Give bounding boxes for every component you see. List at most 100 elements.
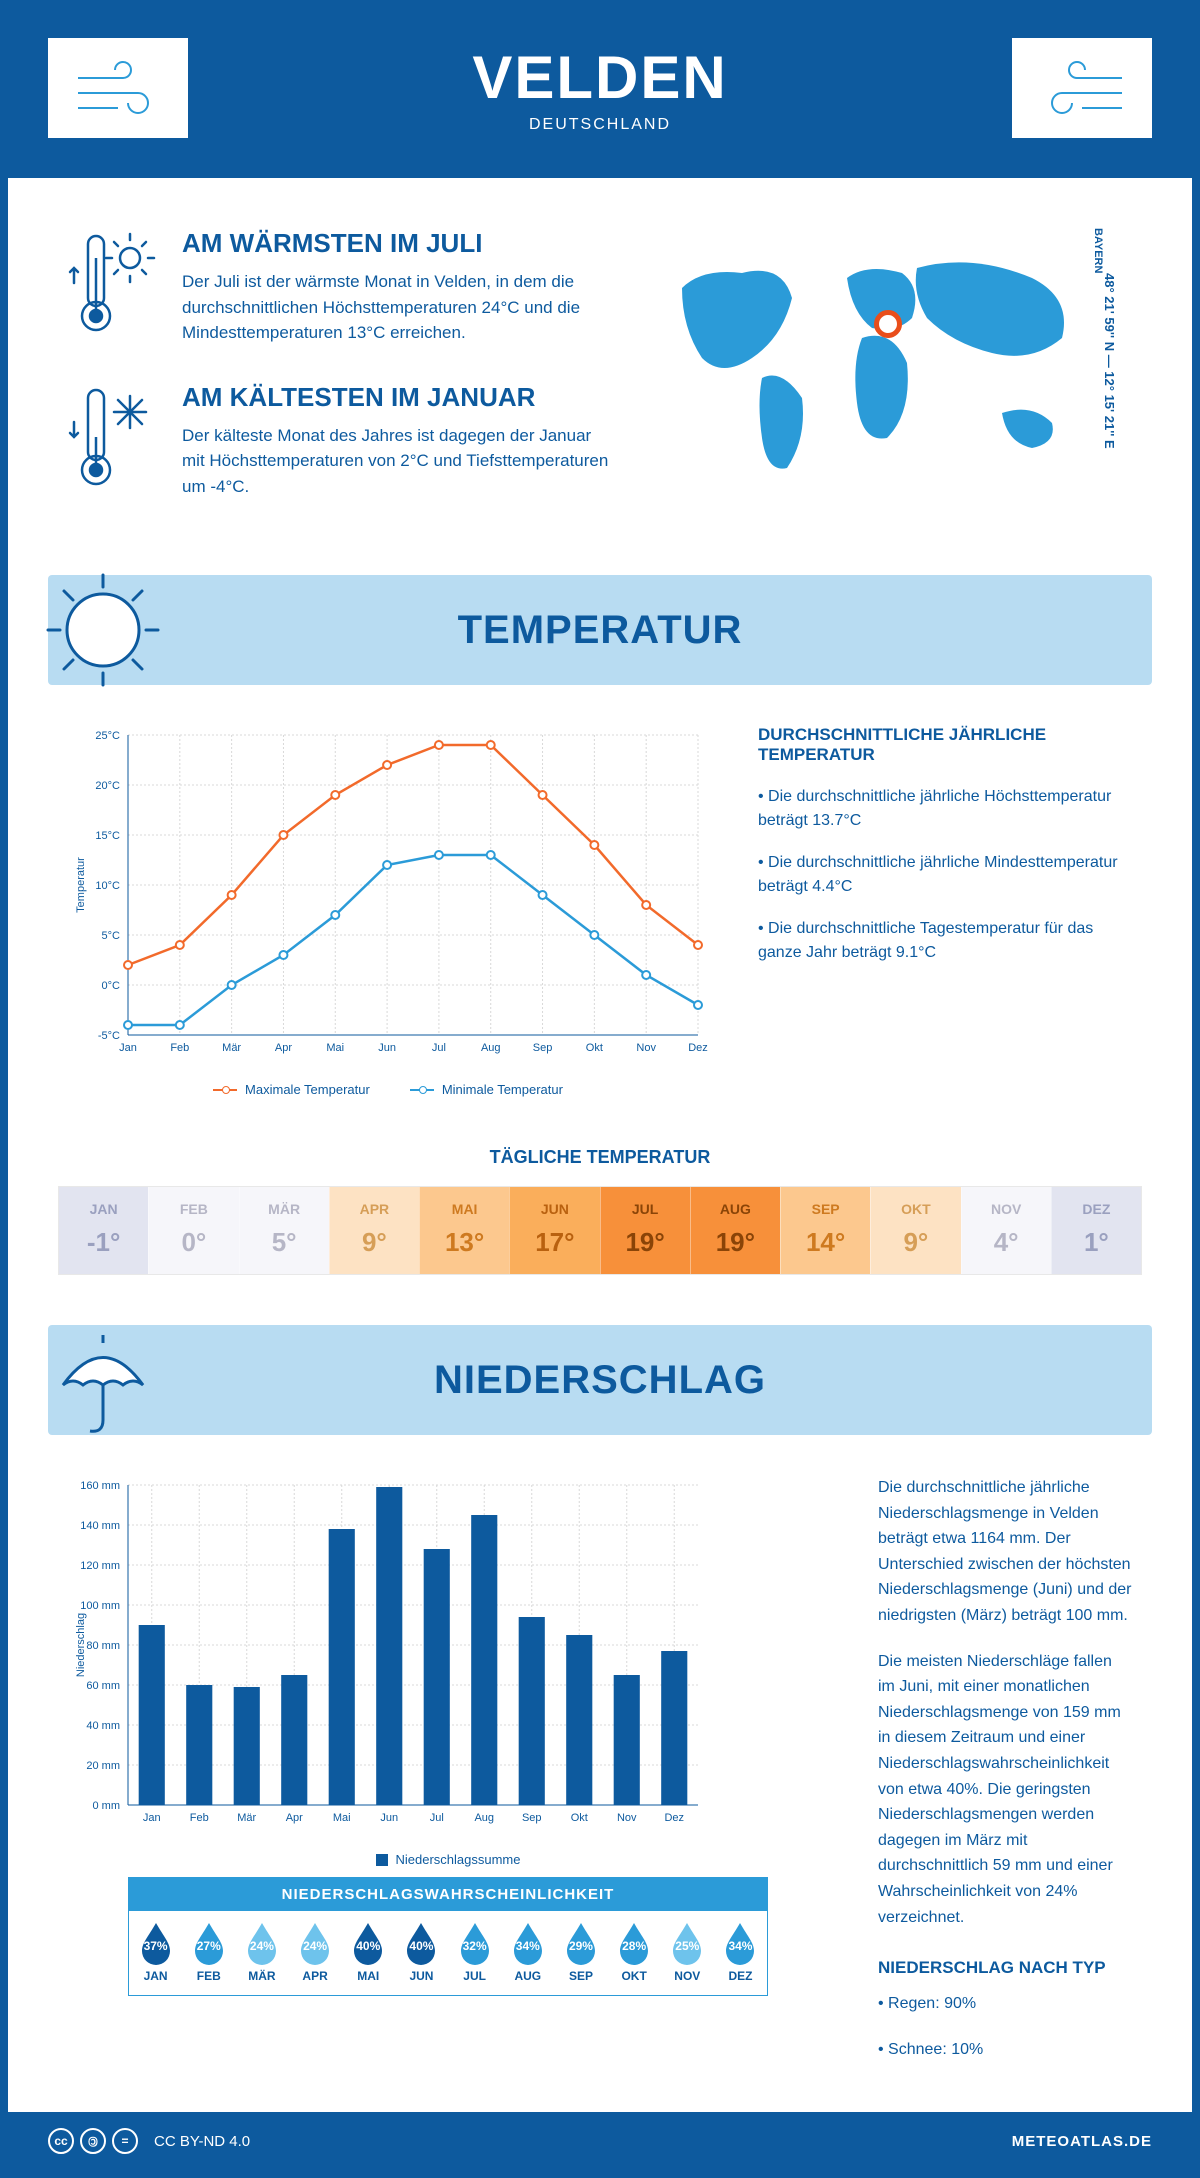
svg-text:100 mm: 100 mm bbox=[80, 1600, 120, 1612]
svg-text:Jan: Jan bbox=[143, 1812, 161, 1824]
prob-cell: 34%DEZ bbox=[714, 1911, 767, 1995]
svg-text:Mai: Mai bbox=[333, 1812, 351, 1824]
precip-type-heading: NIEDERSCHLAG NACH TYP bbox=[878, 1954, 1132, 1981]
footer: cc 🄯 = CC BY-ND 4.0 METEOATLAS.DE bbox=[8, 2112, 1192, 2170]
month-cell: JUL19° bbox=[600, 1187, 690, 1274]
raindrop-icon: 34% bbox=[510, 1921, 546, 1965]
svg-text:Jun: Jun bbox=[380, 1812, 398, 1824]
month-cell: MÄR5° bbox=[239, 1187, 329, 1274]
raindrop-icon: 40% bbox=[350, 1921, 386, 1965]
svg-text:Jul: Jul bbox=[430, 1812, 444, 1824]
precip-probability-box: NIEDERSCHLAGSWAHRSCHEINLICHKEIT 37%JAN27… bbox=[128, 1877, 768, 1996]
license-block: cc 🄯 = CC BY-ND 4.0 bbox=[48, 2128, 250, 2154]
thermometer-hot-icon bbox=[68, 228, 158, 346]
raindrop-icon: 32% bbox=[457, 1921, 493, 1965]
svg-text:Dez: Dez bbox=[688, 1042, 708, 1054]
warmest-title: AM WÄRMSTEN IM JULI bbox=[182, 228, 612, 259]
prob-cell: 32%JUL bbox=[448, 1911, 501, 1995]
svg-text:Feb: Feb bbox=[170, 1042, 189, 1054]
raindrop-icon: 24% bbox=[297, 1921, 333, 1965]
coordinates: 48° 21' 59'' N — 12° 15' 21'' E bbox=[1102, 273, 1117, 449]
temp-bullet-2: • Die durchschnittliche jährliche Mindes… bbox=[758, 851, 1132, 899]
svg-text:120 mm: 120 mm bbox=[80, 1560, 120, 1572]
precip-para-1: Die durchschnittliche jährliche Niedersc… bbox=[878, 1475, 1132, 1629]
prob-cell: 29%SEP bbox=[554, 1911, 607, 1995]
world-map bbox=[652, 228, 1092, 488]
raindrop-icon: 37% bbox=[138, 1921, 174, 1965]
prob-cell: 24%APR bbox=[289, 1911, 342, 1995]
prob-title: NIEDERSCHLAGSWAHRSCHEINLICHKEIT bbox=[129, 1878, 767, 1911]
svg-text:40 mm: 40 mm bbox=[86, 1720, 120, 1732]
temperature-line-chart: -5°C0°C5°C10°C15°C20°C25°CJanFebMärAprMa… bbox=[68, 725, 708, 1065]
svg-text:5°C: 5°C bbox=[102, 930, 121, 942]
raindrop-icon: 24% bbox=[244, 1921, 280, 1965]
svg-text:0°C: 0°C bbox=[102, 980, 121, 992]
raindrop-icon: 34% bbox=[722, 1921, 758, 1965]
svg-text:25°C: 25°C bbox=[95, 730, 120, 742]
svg-text:Mär: Mär bbox=[222, 1042, 241, 1054]
by-icon: 🄯 bbox=[80, 2128, 106, 2154]
svg-text:10°C: 10°C bbox=[95, 880, 120, 892]
svg-text:Jul: Jul bbox=[432, 1042, 446, 1054]
month-cell: JAN-1° bbox=[59, 1187, 148, 1274]
svg-text:Feb: Feb bbox=[190, 1812, 209, 1824]
svg-text:Jun: Jun bbox=[378, 1042, 396, 1054]
svg-text:20°C: 20°C bbox=[95, 780, 120, 792]
umbrella-icon bbox=[38, 1315, 168, 1445]
svg-text:Mai: Mai bbox=[326, 1042, 344, 1054]
month-cell: JUN17° bbox=[509, 1187, 599, 1274]
svg-text:Niederschlag: Niederschlag bbox=[75, 1613, 87, 1677]
svg-text:Dez: Dez bbox=[664, 1812, 684, 1824]
precip-legend-label: Niederschlagssumme bbox=[396, 1852, 521, 1867]
thermometer-cold-icon bbox=[68, 382, 158, 500]
precip-bar-chart: 0 mm20 mm40 mm60 mm80 mm100 mm120 mm140 … bbox=[68, 1475, 708, 1835]
svg-text:160 mm: 160 mm bbox=[80, 1480, 120, 1492]
precip-type-1: • Regen: 90% bbox=[878, 1991, 1132, 2017]
month-cell: SEP14° bbox=[780, 1187, 870, 1274]
temperature-section-bar: TEMPERATUR bbox=[48, 575, 1152, 685]
temperature-heading: TEMPERATUR bbox=[48, 608, 1152, 653]
month-cell: NOV4° bbox=[961, 1187, 1051, 1274]
svg-text:Jan: Jan bbox=[119, 1042, 137, 1054]
svg-text:Temperatur: Temperatur bbox=[75, 857, 87, 913]
wind-icon-right bbox=[1012, 38, 1152, 138]
city-name: VELDEN bbox=[188, 43, 1012, 112]
svg-text:20 mm: 20 mm bbox=[86, 1760, 120, 1772]
svg-text:80 mm: 80 mm bbox=[86, 1640, 120, 1652]
daily-temp-grid: JAN-1°FEB0°MÄR5°APR9°MAI13°JUN17°JUL19°A… bbox=[58, 1186, 1142, 1275]
region-label: BAYERN bbox=[1092, 228, 1104, 273]
svg-text:Mär: Mär bbox=[237, 1812, 256, 1824]
country-name: DEUTSCHLAND bbox=[188, 116, 1012, 134]
prob-cell: 37%JAN bbox=[129, 1911, 182, 1995]
precip-type-2: • Schnee: 10% bbox=[878, 2037, 1132, 2063]
raindrop-icon: 28% bbox=[616, 1921, 652, 1965]
prob-cell: 40%JUN bbox=[395, 1911, 448, 1995]
cc-icon: cc bbox=[48, 2128, 74, 2154]
raindrop-icon: 27% bbox=[191, 1921, 227, 1965]
coldest-title: AM KÄLTESTEN IM JANUAR bbox=[182, 382, 612, 413]
intro-section: AM WÄRMSTEN IM JULI Der Juli ist der wär… bbox=[8, 178, 1192, 575]
legend-max-label: Maximale Temperatur bbox=[245, 1082, 370, 1097]
header: VELDEN DEUTSCHLAND bbox=[8, 8, 1192, 178]
warmest-fact: AM WÄRMSTEN IM JULI Der Juli ist der wär… bbox=[68, 228, 612, 346]
raindrop-icon: 29% bbox=[563, 1921, 599, 1965]
svg-text:Aug: Aug bbox=[481, 1042, 501, 1054]
month-cell: FEB0° bbox=[148, 1187, 238, 1274]
svg-text:60 mm: 60 mm bbox=[86, 1680, 120, 1692]
prob-cell: 24%MÄR bbox=[235, 1911, 288, 1995]
month-cell: DEZ1° bbox=[1051, 1187, 1141, 1274]
wind-icon-left bbox=[48, 38, 188, 138]
precip-section-bar: NIEDERSCHLAG bbox=[48, 1325, 1152, 1435]
precip-heading: NIEDERSCHLAG bbox=[48, 1358, 1152, 1403]
warmest-text: Der Juli ist der wärmste Monat in Velden… bbox=[182, 269, 612, 346]
month-cell: AUG19° bbox=[690, 1187, 780, 1274]
svg-text:Sep: Sep bbox=[522, 1812, 542, 1824]
page: VELDEN DEUTSCHLAND AM WÄRMSTEN IM JULI bbox=[0, 0, 1200, 2178]
svg-text:Okt: Okt bbox=[571, 1812, 588, 1824]
precip-para-2: Die meisten Niederschläge fallen im Juni… bbox=[878, 1649, 1132, 1931]
prob-cell: 25%NOV bbox=[661, 1911, 714, 1995]
temp-bullet-1: • Die durchschnittliche jährliche Höchst… bbox=[758, 785, 1132, 833]
svg-text:140 mm: 140 mm bbox=[80, 1520, 120, 1532]
svg-text:15°C: 15°C bbox=[95, 830, 120, 842]
svg-text:Aug: Aug bbox=[474, 1812, 494, 1824]
